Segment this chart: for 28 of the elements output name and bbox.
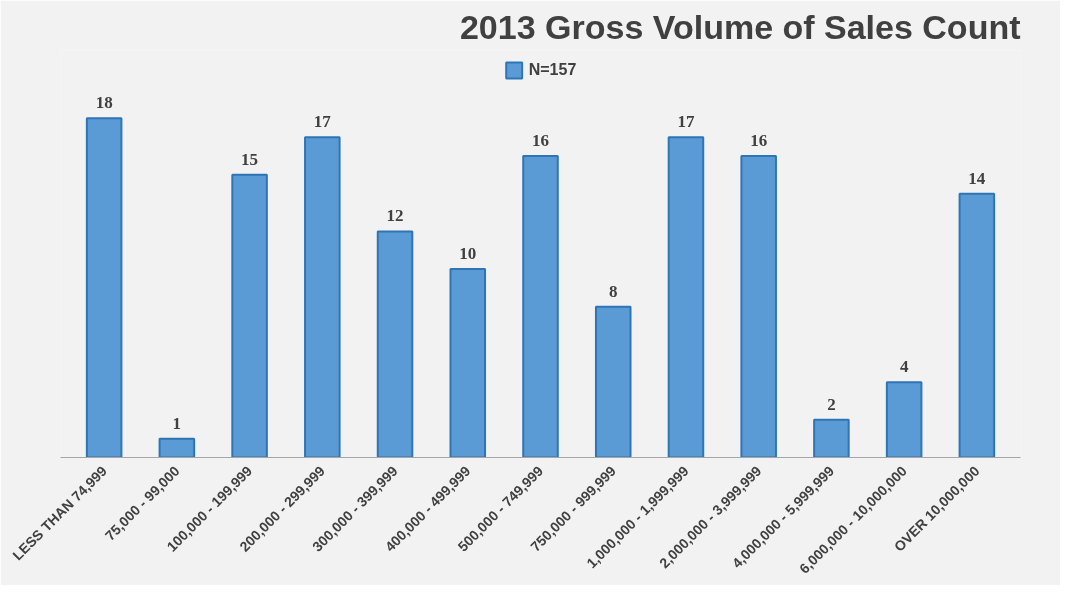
bar <box>885 381 923 458</box>
data-label: 12 <box>386 206 404 226</box>
bar <box>958 192 996 458</box>
bar <box>231 173 268 458</box>
data-label: 16 <box>532 131 549 151</box>
data-label: 4 <box>899 357 909 377</box>
data-label: 10 <box>459 244 477 264</box>
bar <box>667 136 705 458</box>
data-label: 2 <box>827 394 836 414</box>
data-label: 8 <box>608 281 618 301</box>
data-label: 1 <box>172 413 182 433</box>
bar <box>594 305 632 458</box>
bar <box>449 268 487 458</box>
data-label: 14 <box>968 168 986 188</box>
bar <box>813 418 850 458</box>
data-label: 16 <box>750 131 768 151</box>
bar <box>158 437 196 458</box>
data-label: 18 <box>95 93 113 113</box>
bar <box>376 230 414 458</box>
bar <box>304 136 341 458</box>
bar <box>740 155 777 458</box>
data-label: 17 <box>313 112 332 132</box>
data-label: 17 <box>677 112 695 132</box>
data-label: 15 <box>241 149 259 169</box>
bar <box>522 155 559 458</box>
legend-label: N=157 <box>528 61 577 79</box>
bar <box>85 117 123 458</box>
chart-title: 2013 Gross Volume of Sales Count <box>459 7 1021 46</box>
